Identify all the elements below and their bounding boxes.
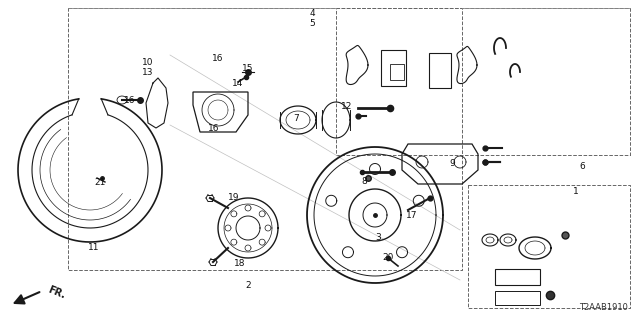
Text: 1: 1	[573, 188, 579, 196]
Text: 3: 3	[375, 233, 381, 242]
Text: FR.: FR.	[46, 285, 67, 301]
Text: 20: 20	[382, 253, 394, 262]
Bar	[429, 52, 451, 87]
Text: 16: 16	[208, 124, 220, 132]
Text: 16: 16	[212, 53, 224, 62]
Text: 13: 13	[142, 68, 154, 76]
Bar	[495, 269, 540, 285]
Text: 15: 15	[243, 63, 253, 73]
Text: 21: 21	[94, 178, 106, 187]
Text: T2AAB1910: T2AAB1910	[579, 303, 628, 312]
Text: 18: 18	[234, 260, 246, 268]
Text: 7: 7	[293, 114, 299, 123]
Text: 11: 11	[88, 243, 100, 252]
Bar	[390, 64, 404, 80]
Text: 8: 8	[361, 177, 367, 186]
Text: 5: 5	[309, 19, 315, 28]
Text: 19: 19	[228, 194, 240, 203]
Bar	[495, 291, 540, 305]
Bar	[381, 50, 406, 86]
Text: 14: 14	[232, 78, 244, 87]
Text: 16: 16	[124, 95, 136, 105]
Text: 6: 6	[579, 162, 585, 171]
Text: 4: 4	[309, 9, 315, 18]
Text: 12: 12	[341, 101, 353, 110]
Text: 2: 2	[245, 281, 251, 290]
Text: 17: 17	[406, 211, 418, 220]
Text: 9: 9	[449, 158, 455, 167]
Text: 10: 10	[142, 58, 154, 67]
